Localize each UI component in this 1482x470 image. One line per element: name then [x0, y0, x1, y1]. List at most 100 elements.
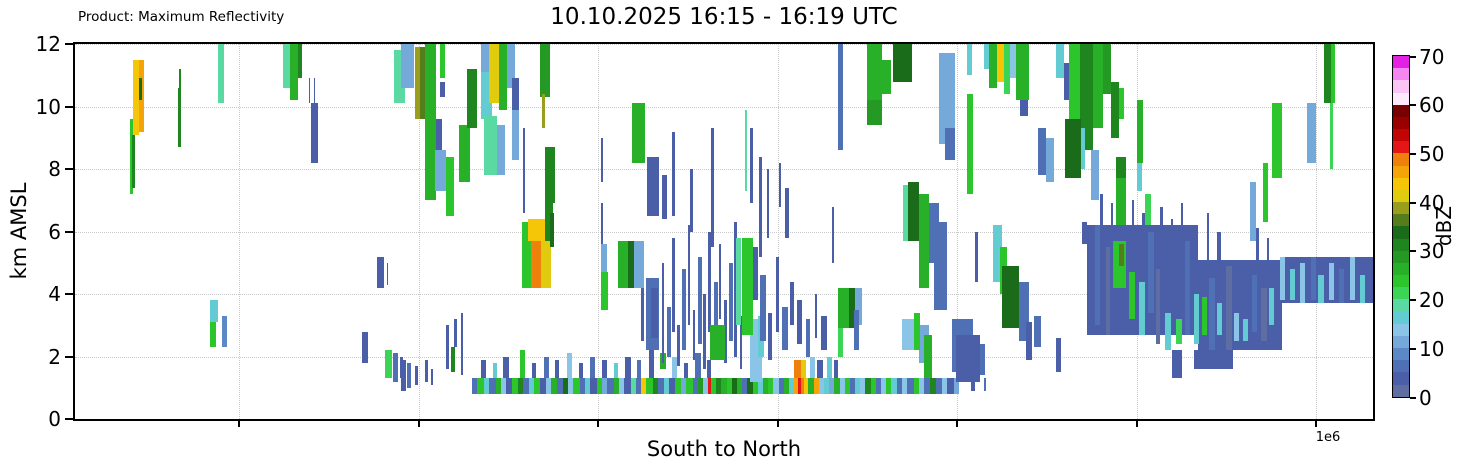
reflectivity-bar — [489, 378, 496, 394]
reflectivity-bar — [579, 378, 586, 394]
x-axis-offset-label: 1e6 — [1315, 430, 1341, 445]
reflectivity-bar — [631, 103, 645, 163]
reflectivity-bar — [752, 378, 758, 394]
reflectivity-bar — [544, 147, 556, 204]
colorbar-tick-mark — [1410, 396, 1416, 399]
reflectivity-bar — [539, 44, 551, 98]
reflectivity-bar — [966, 44, 972, 76]
reflectivity-bar — [1026, 322, 1032, 360]
reflectivity-bar — [400, 359, 406, 391]
reflectivity-bar — [652, 378, 658, 394]
reflectivity-bar — [1243, 319, 1249, 341]
reflectivity-bar — [481, 359, 487, 379]
reflectivity-bar — [979, 344, 985, 376]
reflectivity-bar — [901, 378, 907, 394]
reflectivity-bar — [613, 378, 619, 394]
reflectivity-bar — [682, 269, 687, 351]
reflectivity-bar — [657, 378, 665, 394]
reflectivity-bar — [1018, 281, 1030, 341]
reflectivity-bar — [923, 378, 931, 394]
reflectivity-bar — [1045, 137, 1054, 182]
reflectivity-bar — [882, 59, 892, 94]
reflectivity-bar — [618, 378, 625, 394]
reflectivity-bar — [634, 240, 644, 288]
reflectivity-bar — [853, 309, 859, 351]
colorbar-cell — [1393, 104, 1409, 117]
reflectivity-bar — [489, 44, 500, 104]
reflectivity-bar — [400, 44, 414, 88]
reflectivity-bar — [1095, 225, 1101, 326]
colorbar-cell — [1393, 384, 1409, 397]
colorbar — [1392, 55, 1410, 398]
y-tick-mark — [65, 43, 73, 45]
reflectivity-bar — [298, 44, 303, 79]
reflectivity-bar — [974, 231, 979, 282]
reflectivity-bar — [1184, 240, 1190, 335]
colorbar-tick-mark — [1410, 153, 1416, 156]
reflectivity-bar — [1115, 156, 1127, 179]
reflectivity-bar — [483, 378, 490, 394]
reflectivity-bar — [566, 353, 573, 379]
reflectivity-bar — [913, 378, 919, 394]
reflectivity-bar — [1144, 194, 1152, 229]
reflectivity-bar — [903, 184, 909, 241]
reflectivity-bar — [600, 203, 604, 244]
colorbar-cell — [1393, 165, 1409, 178]
reflectivity-bar — [672, 356, 678, 379]
colorbar-tick-mark — [1410, 347, 1416, 350]
reflectivity-bar — [1019, 100, 1028, 116]
colorbar-cell — [1393, 92, 1409, 105]
reflectivity-bar — [313, 78, 316, 104]
colorbar-tick-mark — [1410, 55, 1416, 58]
reflectivity-bar — [708, 231, 712, 332]
x-tick-mark — [776, 419, 779, 427]
reflectivity-bar — [1009, 44, 1017, 79]
y-tick-mark — [65, 105, 73, 108]
colorbar-cell — [1393, 262, 1409, 276]
reflectivity-bar — [385, 350, 392, 379]
reflectivity-bar — [686, 378, 693, 394]
reflectivity-bar — [505, 378, 513, 394]
reflectivity-bar — [687, 225, 691, 326]
reflectivity-bar — [913, 312, 920, 351]
reflectivity-bar — [711, 378, 717, 394]
reflectivity-bar — [794, 378, 798, 394]
x-tick-mark — [417, 419, 420, 427]
reflectivity-bar — [439, 44, 445, 79]
reflectivity-bar — [430, 369, 434, 385]
colorbar-cell — [1393, 287, 1409, 300]
reflectivity-bar — [956, 334, 980, 382]
colorbar-cell — [1393, 335, 1409, 349]
reflectivity-bar — [762, 378, 769, 394]
reflectivity-bar — [1136, 162, 1142, 191]
colorbar-tick-label: 70 — [1419, 44, 1445, 69]
reflectivity-bar — [855, 378, 861, 394]
reflectivity-bar — [669, 378, 675, 394]
reflectivity-bar — [1082, 222, 1088, 244]
colorbar-tick-label: 30 — [1419, 239, 1445, 264]
reflectivity-bar — [221, 315, 227, 348]
reflectivity-bar — [308, 78, 310, 104]
reflectivity-bar — [707, 359, 712, 379]
reflectivity-bar — [953, 378, 959, 394]
reflectivity-bar — [1156, 269, 1161, 344]
reflectivity-bar — [640, 378, 647, 394]
reflectivity-bar — [844, 378, 850, 394]
reflectivity-bar — [661, 175, 667, 219]
reflectivity-bar — [664, 378, 670, 394]
colorbar-tick-label: 10 — [1419, 336, 1445, 361]
reflectivity-bar — [1034, 315, 1041, 348]
reflectivity-bar — [1271, 103, 1283, 179]
reflectivity-bar — [1261, 287, 1267, 341]
reflectivity-bar — [768, 378, 774, 394]
reflectivity-bar — [942, 378, 948, 394]
reflectivity-bar — [133, 59, 139, 135]
reflectivity-bar — [1206, 212, 1210, 260]
reflectivity-bar — [651, 287, 658, 338]
reflectivity-bar — [838, 328, 844, 357]
reflectivity-bar — [522, 378, 530, 394]
reflectivity-bar — [690, 169, 693, 232]
reflectivity-bar — [742, 378, 748, 394]
reflectivity-bar — [1331, 44, 1336, 104]
reflectivity-bar — [797, 378, 801, 394]
